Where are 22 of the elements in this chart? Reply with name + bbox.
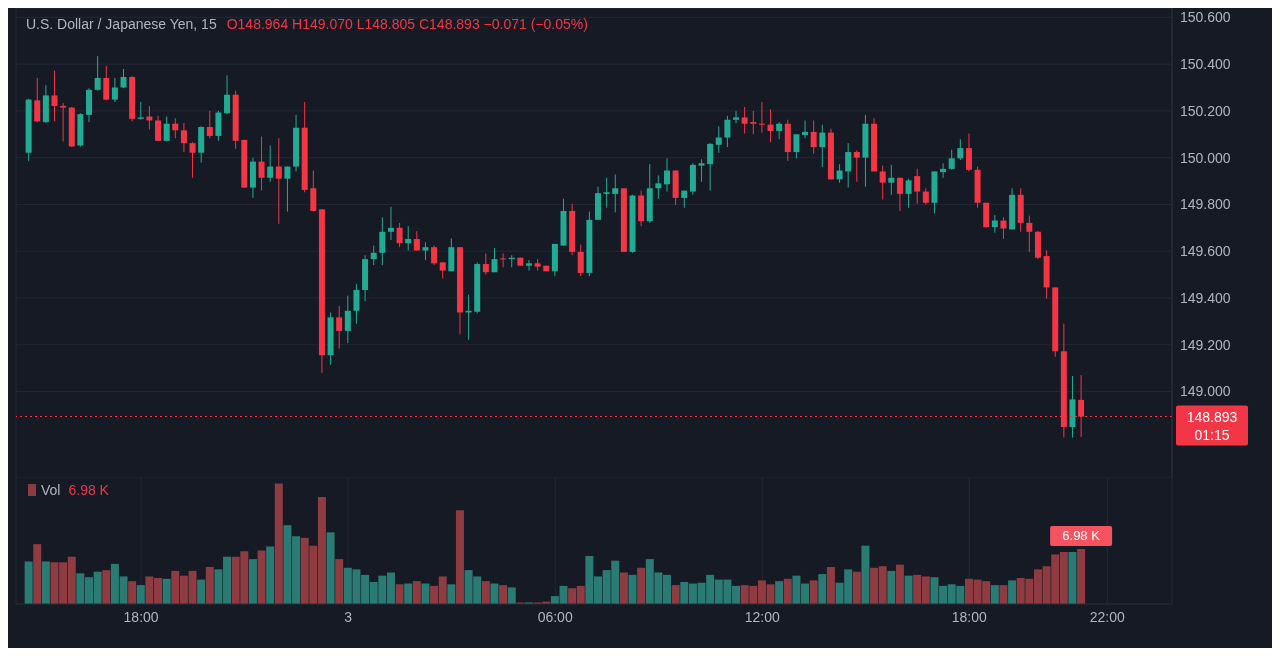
- text: U.S. Dollar / Japanese Yen, 15: [26, 16, 217, 32]
- y-tick-label: 150.600: [1180, 9, 1231, 26]
- x-tick-label: 18:00: [123, 608, 159, 625]
- ref-line-label: 148.893: [1186, 408, 1238, 425]
- text: 01:15: [1194, 426, 1230, 443]
- x-tick-label: 22:00: [1089, 608, 1126, 625]
- x-tick-label: 06:00: [537, 608, 573, 625]
- y-tick-label: 150.200: [1180, 102, 1231, 119]
- text: O148.964 H149.070 L148.805 C148.893 −0.071 (−0.05%): [226, 16, 588, 32]
- y-tick-label: 149.800: [1180, 196, 1231, 213]
- data-label: 6.98 K: [1062, 528, 1101, 544]
- x-tick-label: 12:00: [744, 608, 780, 625]
- y-tick-label: 149.400: [1180, 289, 1231, 306]
- y-tick-label: 149.600: [1180, 243, 1231, 260]
- legend-label: Vol: [41, 482, 61, 498]
- text: 6.98 K: [68, 482, 109, 498]
- y-tick-label: 149.200: [1180, 336, 1231, 353]
- y-tick-label: 150.400: [1180, 56, 1231, 73]
- y-tick-label: 150.000: [1180, 149, 1231, 166]
- x-tick-label: 18:00: [951, 608, 987, 625]
- x-tick-label: 3: [344, 608, 353, 625]
- y-tick-label: 149.000: [1180, 383, 1231, 400]
